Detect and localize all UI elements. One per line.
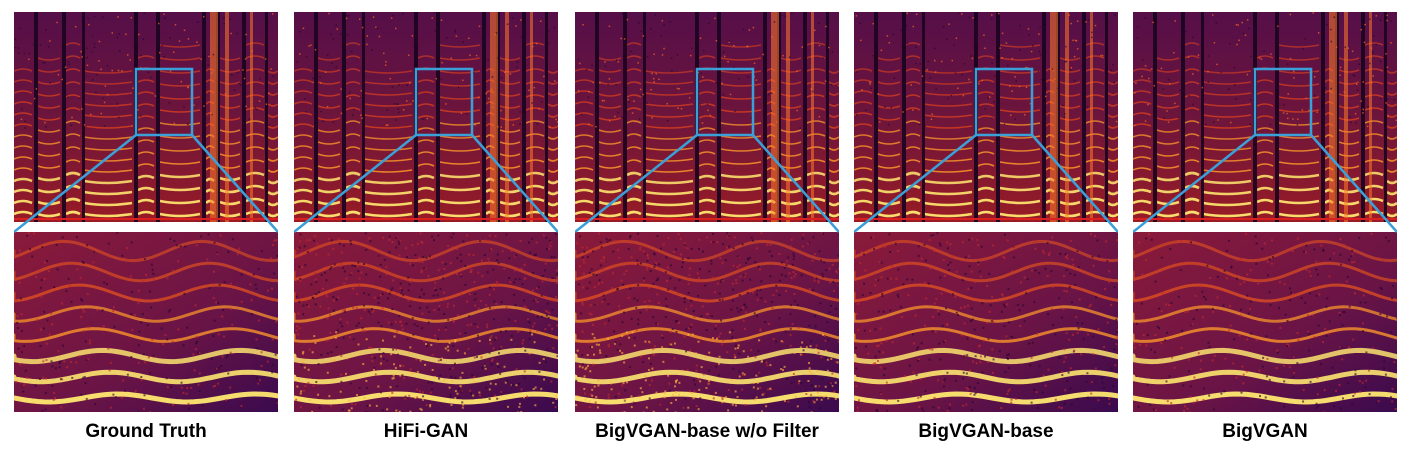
panel-caption: Ground Truth bbox=[85, 421, 207, 442]
full-spectrogram bbox=[1133, 12, 1397, 222]
panel-5: BigVGAN bbox=[1133, 0, 1397, 455]
zoomed-spectrogram bbox=[854, 232, 1118, 412]
full-spectrogram bbox=[854, 12, 1118, 222]
full-spectrogram bbox=[575, 12, 839, 222]
panel-caption: HiFi-GAN bbox=[383, 421, 469, 442]
panel-caption: BigVGAN-base w/o Filter bbox=[595, 421, 819, 442]
panel-1: Ground Truth bbox=[14, 0, 278, 455]
zoomed-spectrogram bbox=[294, 232, 558, 412]
full-spectrogram bbox=[14, 12, 278, 222]
panel-caption: BigVGAN-base bbox=[918, 421, 1054, 442]
panel-4: BigVGAN-base bbox=[854, 0, 1118, 455]
zoomed-spectrogram bbox=[1133, 232, 1397, 412]
panel-caption: BigVGAN bbox=[1222, 421, 1308, 442]
panel-3: BigVGAN-base w/o Filter bbox=[575, 0, 839, 455]
zoomed-spectrogram bbox=[14, 232, 278, 412]
panel-2: HiFi-GAN bbox=[294, 0, 558, 455]
zoomed-spectrogram bbox=[575, 232, 839, 412]
full-spectrogram bbox=[294, 12, 558, 222]
